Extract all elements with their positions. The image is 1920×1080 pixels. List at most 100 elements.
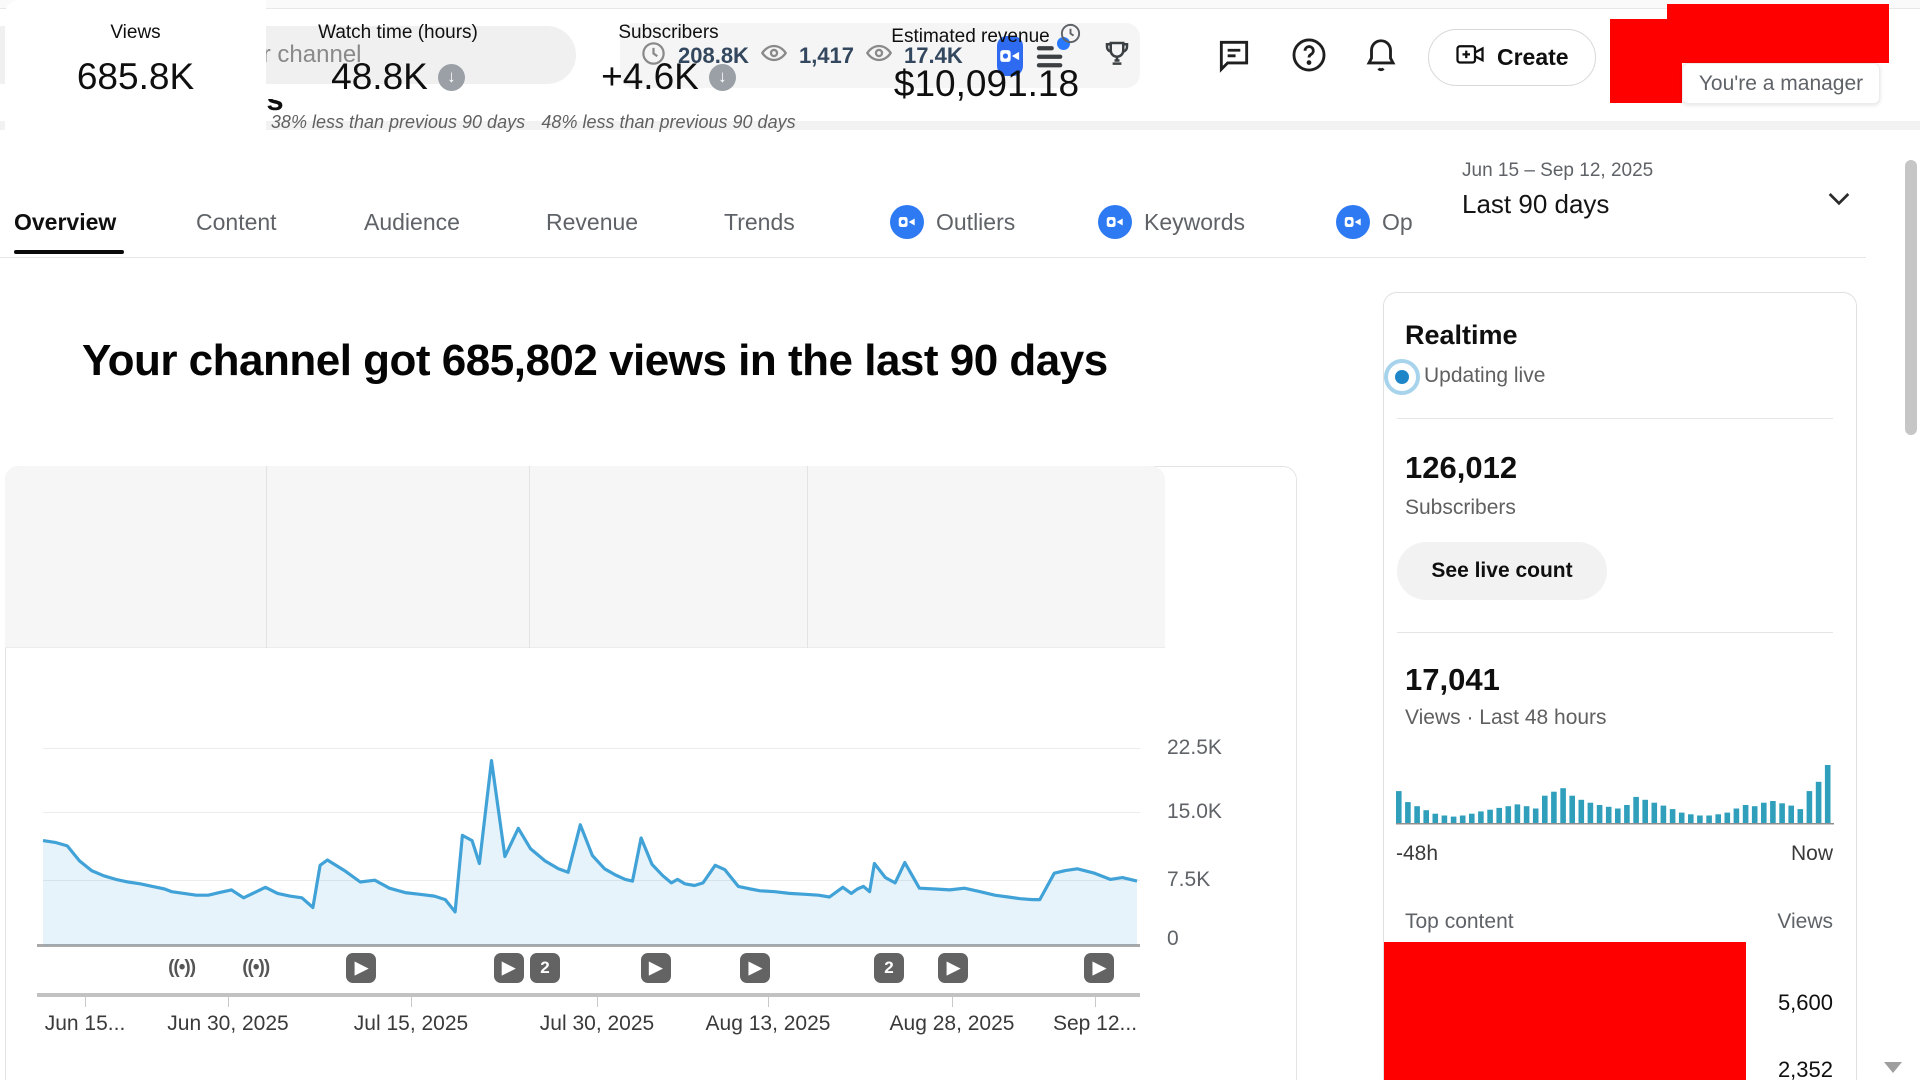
gridline (43, 812, 1140, 813)
metric-card-watch-time[interactable]: Watch time (hours) 48.8K ↓ 38% less than … (267, 0, 529, 182)
metric-title: Subscribers (618, 22, 719, 43)
metric-title: Estimated revenue (891, 25, 1050, 47)
divider (807, 466, 808, 648)
video-upload-marker-icon[interactable]: ▶ (493, 953, 524, 983)
live-pulse-icon (1384, 359, 1420, 395)
y-axis-label: 0 (1167, 927, 1179, 950)
chevron-down-icon[interactable] (1820, 182, 1858, 219)
top-content-row-views[interactable]: 5,600 (1777, 990, 1833, 1015)
metric-value: 48.8K (331, 56, 428, 97)
top-content-row-views[interactable]: 2,352 (1777, 1057, 1833, 1080)
ranking-list-icon[interactable] (1034, 36, 1070, 73)
video-upload-marker-count[interactable]: 2 (874, 953, 905, 983)
clock-icon (1059, 22, 1082, 51)
tab-trends[interactable]: Trends (724, 186, 795, 258)
tab-overview[interactable]: Overview (14, 186, 116, 258)
scrollbar-arrow-icon[interactable] (1884, 1062, 1902, 1073)
metric-compare: 38% less than previous 90 days (270, 112, 526, 132)
chart-baseline (37, 944, 1140, 947)
tab-label: Outliers (936, 208, 1016, 235)
create-button[interactable]: Create (1428, 29, 1596, 86)
date-range-preset: Last 90 days (1462, 189, 1610, 219)
tab-outliers[interactable]: Outliers (890, 186, 1015, 258)
video-upload-marker-icon[interactable]: ▶ (640, 953, 671, 983)
metric-strip (5, 466, 1165, 648)
redaction-block (1610, 19, 1682, 103)
x-axis-label: Jul 15, 2025 (353, 1012, 469, 1035)
views-column-header: Views (1777, 910, 1833, 933)
video-upload-marker-count[interactable]: 2 (530, 953, 561, 983)
tab-label: Content (196, 208, 277, 235)
see-live-count-button[interactable]: See live count (1397, 542, 1607, 600)
divider (266, 466, 267, 648)
video-upload-marker-icon[interactable]: ▶ (938, 953, 969, 983)
live-stream-marker-icon[interactable]: ((•)) (242, 957, 270, 978)
video-upload-marker-icon[interactable]: ▶ (740, 953, 771, 983)
tab-optimize-truncated[interactable]: Op (1336, 186, 1413, 258)
video-upload-marker-icon[interactable]: ▶ (1084, 953, 1115, 983)
divider (1397, 418, 1833, 419)
notifications-bell-icon[interactable] (1362, 36, 1400, 74)
create-button-label: Create (1497, 44, 1569, 70)
metric-card-revenue[interactable]: Estimated revenue $10,091.18 (808, 0, 1165, 182)
date-range-picker[interactable]: Jun 15 – Sep 12, 2025 Last 90 days (1462, 160, 1653, 220)
redaction-block-top-content (1384, 942, 1746, 1080)
realtime-subscribers-label: Subscribers (1405, 496, 1516, 519)
trophy-icon[interactable] (1102, 38, 1132, 73)
vidiq-tab-icon (890, 205, 924, 239)
realtime-axis-left: -48h (1396, 842, 1439, 865)
tab-keywords[interactable]: Keywords (1098, 186, 1245, 258)
notification-dot (1056, 36, 1070, 50)
tab-label: Keywords (1144, 208, 1245, 235)
x-axis-tick (768, 997, 769, 1007)
date-range-text: Jun 15 – Sep 12, 2025 (1462, 160, 1654, 181)
tab-revenue[interactable]: Revenue (546, 186, 638, 258)
browser-top-strip (0, 0, 1920, 9)
trend-down-icon: ↓ (437, 63, 465, 91)
x-axis-label: Jun 30, 2025 (167, 1012, 289, 1035)
metric-title: Watch time (hours) (318, 22, 478, 43)
tab-label: Revenue (546, 208, 639, 235)
divider (1397, 632, 1833, 633)
x-axis-tick (597, 997, 598, 1007)
realtime-views-label: Views · Last 48 hours (1405, 706, 1607, 729)
realtime-views-count: 17,041 (1405, 662, 1500, 697)
redaction-block (1667, 4, 1889, 63)
vidiq-icon[interactable] (996, 35, 1023, 76)
tab-audience[interactable]: Audience (364, 186, 460, 258)
divider (529, 466, 530, 648)
x-axis-tick (952, 997, 953, 1007)
metric-value: +4.6K (601, 56, 699, 97)
vidiq-tab-icon (1336, 205, 1370, 239)
metric-card-subscribers[interactable]: Subscribers +4.6K ↓ 48% less than previou… (530, 0, 807, 182)
tab-label: Audience (364, 208, 460, 235)
active-tab-underline (14, 250, 124, 254)
metric-card-views[interactable]: Views 685.8K (5, 0, 266, 182)
stat-watch-time: 208.8K (678, 42, 749, 68)
eye-icon (760, 39, 788, 72)
live-dot-icon (1395, 370, 1409, 384)
x-axis-tick (411, 997, 412, 1007)
video-upload-marker-icon[interactable]: ▶ (346, 953, 377, 983)
x-axis-label: Jul 30, 2025 (539, 1012, 655, 1035)
manager-tooltip: You're a manager (1682, 63, 1880, 104)
scrollbar-thumb[interactable] (1905, 160, 1917, 435)
help-icon[interactable] (1290, 36, 1328, 74)
tabs-bottom-border (0, 257, 1866, 258)
tab-content[interactable]: Content (196, 186, 277, 258)
realtime-subscriber-count: 126,012 (1405, 450, 1518, 485)
vidiq-tab-icon (1098, 205, 1132, 239)
eye-icon (865, 39, 893, 72)
live-stream-marker-icon[interactable]: ((•)) (168, 957, 196, 978)
extension-stats-pill: 208.8K 1,417 17.4K (620, 23, 1140, 88)
gridline (43, 748, 1140, 749)
stat-views-small: 1,417 (798, 42, 855, 68)
x-axis-tick (228, 997, 229, 1007)
tab-label: Trends (724, 208, 795, 235)
feedback-icon[interactable] (1215, 36, 1253, 74)
x-axis-band (37, 993, 1140, 997)
tab-label: Overview (14, 208, 117, 235)
headline: Your channel got 685,802 views in the la… (82, 336, 1108, 385)
metric-value: 685.8K (76, 56, 195, 97)
